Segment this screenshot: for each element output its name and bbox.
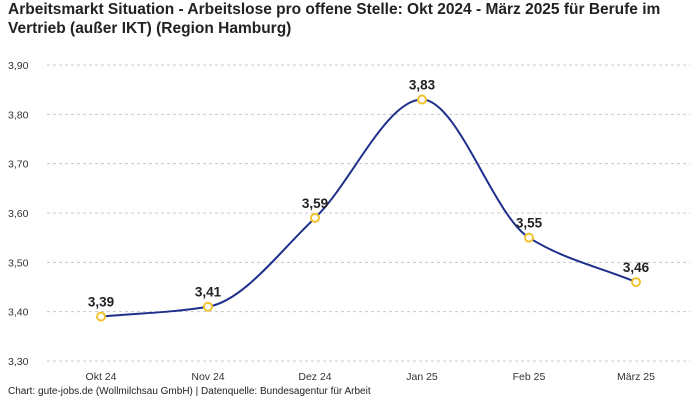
y-tick-label: 3,90	[8, 60, 29, 72]
chart-footer: Chart: gute-jobs.de (Wollmilchsau GmbH) …	[8, 386, 371, 397]
data-label: 3,55	[516, 216, 543, 231]
y-tick-label: 3,70	[8, 159, 29, 171]
data-label: 3,41	[195, 285, 222, 300]
data-label: 3,39	[88, 295, 114, 310]
data-point	[631, 277, 641, 288]
y-tick-label: 3,30	[8, 356, 29, 368]
x-tick-label: Okt 24	[86, 371, 117, 383]
x-tick-label: Dez 24	[298, 371, 331, 383]
x-tick-label: März 25	[617, 371, 655, 383]
data-point	[524, 232, 534, 243]
y-tick-label: 3,60	[8, 208, 29, 220]
data-point	[417, 94, 427, 105]
data-label: 3,83	[409, 78, 436, 93]
x-tick-label: Feb 25	[513, 371, 546, 383]
y-tick-label: 3,40	[8, 307, 29, 319]
x-tick-label: Jan 25	[406, 371, 438, 383]
y-tick-label: 3,50	[8, 257, 29, 269]
x-tick-label: Nov 24	[191, 371, 224, 383]
series-line	[100, 98, 637, 318]
data-label: 3,59	[302, 196, 328, 211]
y-tick-label: 3,80	[8, 109, 29, 121]
data-label: 3,46	[623, 260, 650, 275]
data-point	[203, 301, 213, 312]
data-point	[96, 311, 106, 322]
chart-title: Arbeitsmarkt Situation - Arbeitslose pro…	[8, 1, 661, 37]
data-point	[310, 212, 320, 223]
